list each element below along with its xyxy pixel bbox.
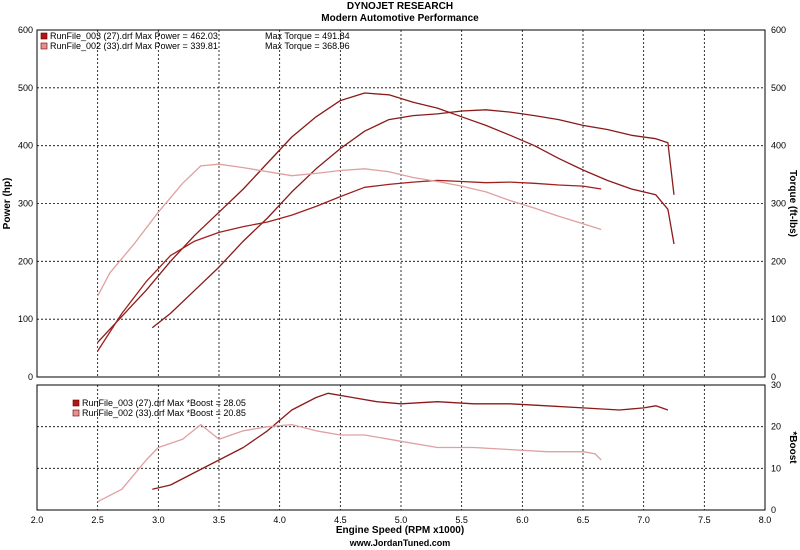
y-axis-label: Power (hp) bbox=[2, 178, 13, 230]
x-tick-label: 3.0 bbox=[152, 515, 165, 525]
boost-tick-label: 0 bbox=[771, 505, 776, 515]
y-tick-label: 200 bbox=[18, 256, 33, 266]
y2-tick-label: 600 bbox=[771, 25, 786, 35]
footer-text: www.JordanTuned.com bbox=[349, 538, 451, 548]
legend-torque-label: Max Torque = 491.84 bbox=[265, 31, 350, 41]
x-tick-label: 2.0 bbox=[31, 515, 44, 525]
y2-tick-label: 200 bbox=[771, 256, 786, 266]
x-tick-label: 8.0 bbox=[759, 515, 772, 525]
x-tick-label: 4.5 bbox=[334, 515, 347, 525]
boost-legend-label: RunFile_003 (27).drf Max *Boost = 28.05 bbox=[82, 398, 246, 408]
series-line-power-run002 bbox=[97, 179, 602, 352]
y2-axis-label: Torque (ft-lbs) bbox=[787, 170, 798, 237]
y2-tick-label: 500 bbox=[771, 83, 786, 93]
series-line-torque-run002 bbox=[97, 163, 602, 297]
y2-tick-label: 0 bbox=[771, 372, 776, 382]
boost-line-run002 bbox=[97, 423, 602, 503]
x-tick-label: 6.5 bbox=[577, 515, 590, 525]
x-tick-label: 4.0 bbox=[273, 515, 286, 525]
y-tick-label: 0 bbox=[28, 372, 33, 382]
x-tick-label: 3.5 bbox=[213, 515, 226, 525]
x-tick-label: 6.0 bbox=[516, 515, 529, 525]
boost-line-run003 bbox=[152, 392, 669, 490]
x-tick-label: 2.5 bbox=[91, 515, 104, 525]
y2-tick-label: 400 bbox=[771, 141, 786, 151]
chart-title: DYNOJET RESEARCH bbox=[346, 1, 454, 12]
x-axis-label: Engine Speed (RPM x1000) bbox=[336, 525, 464, 536]
series-line-torque-run003 bbox=[97, 92, 675, 343]
x-tick-label: 5.0 bbox=[395, 515, 408, 525]
legend-torque-label: Max Torque = 368.96 bbox=[265, 41, 350, 51]
x-tick-label: 7.0 bbox=[637, 515, 650, 525]
x-tick-label: 7.5 bbox=[698, 515, 711, 525]
y2-tick-label: 300 bbox=[771, 199, 786, 209]
boost-legend-swatch bbox=[72, 409, 80, 417]
boost-tick-label: 30 bbox=[771, 380, 781, 390]
legend-swatch bbox=[40, 42, 48, 50]
chart-subtitle: Modern Automotive Performance bbox=[321, 13, 479, 24]
x-tick-label: 5.5 bbox=[455, 515, 468, 525]
y-tick-label: 500 bbox=[18, 83, 33, 93]
legend-label: RunFile_002 (33).drf Max Power = 339.81 bbox=[50, 41, 218, 51]
y-tick-label: 400 bbox=[18, 141, 33, 151]
boost-tick-label: 10 bbox=[771, 463, 781, 473]
boost-axis-label: *Boost bbox=[787, 431, 798, 464]
legend-swatch bbox=[40, 32, 48, 40]
series-line-power-run003 bbox=[151, 109, 675, 329]
boost-legend-label: RunFile_002 (33).drf Max *Boost = 20.85 bbox=[82, 408, 246, 418]
boost-legend-swatch bbox=[72, 399, 80, 407]
y-tick-label: 300 bbox=[18, 199, 33, 209]
y2-tick-label: 100 bbox=[771, 314, 786, 324]
y-tick-label: 600 bbox=[18, 25, 33, 35]
legend-label: RunFile_003 (27).drf Max Power = 462.03 bbox=[50, 31, 218, 41]
boost-tick-label: 20 bbox=[771, 422, 781, 432]
y-tick-label: 100 bbox=[18, 314, 33, 324]
